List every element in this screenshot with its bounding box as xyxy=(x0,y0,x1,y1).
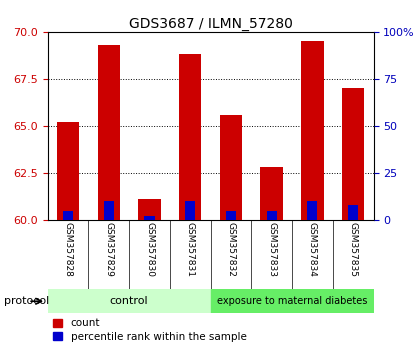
Bar xyxy=(308,201,317,220)
Bar xyxy=(138,199,161,220)
Bar xyxy=(57,122,79,220)
Bar xyxy=(342,88,364,220)
Text: GSM357834: GSM357834 xyxy=(308,222,317,277)
Bar xyxy=(348,205,358,220)
Text: GSM357829: GSM357829 xyxy=(104,222,113,277)
Bar xyxy=(267,211,277,220)
Bar xyxy=(63,211,73,220)
Text: GSM357828: GSM357828 xyxy=(63,222,73,277)
Bar xyxy=(210,289,374,313)
Bar xyxy=(48,289,210,313)
Bar xyxy=(144,216,154,220)
Bar xyxy=(185,201,195,220)
Text: exposure to maternal diabetes: exposure to maternal diabetes xyxy=(217,296,367,306)
Bar xyxy=(301,41,324,220)
Text: GSM357830: GSM357830 xyxy=(145,222,154,277)
Bar xyxy=(179,55,201,220)
Bar xyxy=(104,201,114,220)
Text: GSM357833: GSM357833 xyxy=(267,222,276,277)
Title: GDS3687 / ILMN_57280: GDS3687 / ILMN_57280 xyxy=(129,17,293,31)
Text: GSM357835: GSM357835 xyxy=(349,222,358,277)
Text: protocol: protocol xyxy=(4,296,49,306)
Bar xyxy=(261,167,283,220)
Bar xyxy=(226,211,236,220)
Text: GSM357831: GSM357831 xyxy=(186,222,195,277)
Text: control: control xyxy=(110,296,149,306)
Bar xyxy=(220,115,242,220)
Bar xyxy=(98,45,120,220)
Text: GSM357832: GSM357832 xyxy=(227,222,235,277)
Legend: count, percentile rank within the sample: count, percentile rank within the sample xyxy=(53,319,247,342)
